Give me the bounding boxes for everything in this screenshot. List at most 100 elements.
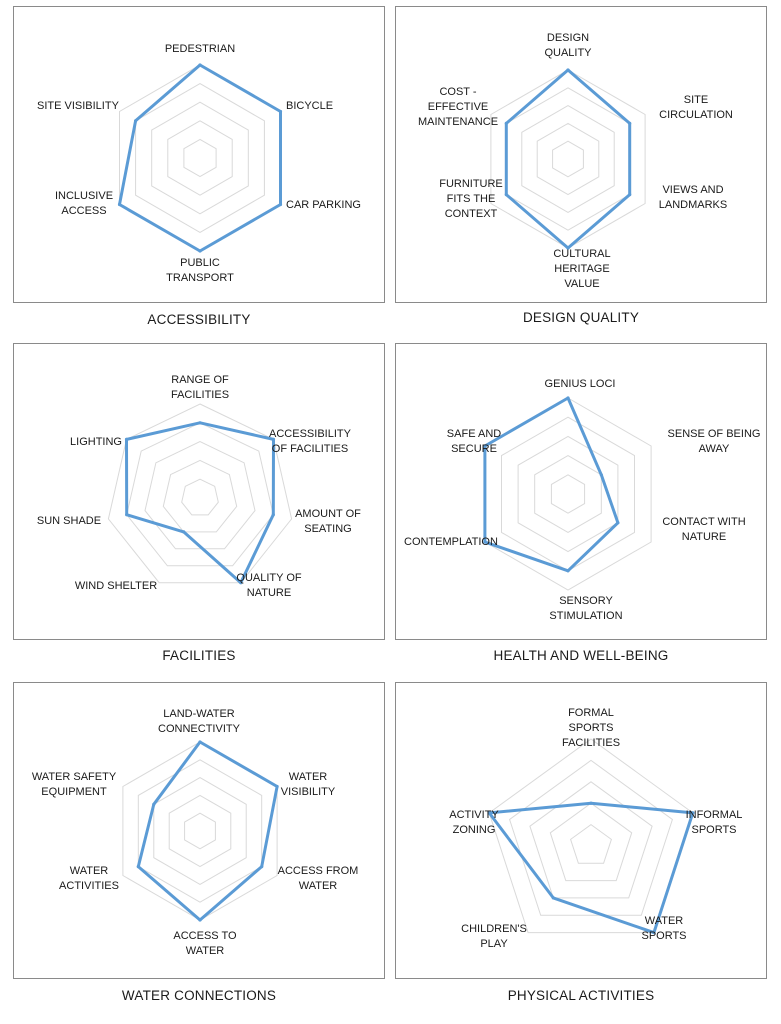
data-point [260, 865, 264, 869]
series-line [125, 421, 275, 585]
chart-caption-water-connections: WATER CONNECTIONS [121, 988, 277, 1003]
grid-ring-2 [549, 802, 633, 882]
data-point [566, 246, 570, 250]
grid-ring-5 [490, 69, 646, 249]
grid-ring-3 [517, 435, 619, 553]
data-point [628, 193, 632, 197]
data-point [566, 569, 570, 573]
axis-label: PUBLIC TRANSPORT [166, 257, 234, 284]
axis-label: SENSORY STIMULATION [549, 595, 622, 622]
data-point [124, 437, 129, 441]
data-point [628, 121, 632, 125]
grid-ring-3 [529, 781, 653, 899]
data-point [616, 521, 620, 525]
data-point [125, 513, 129, 517]
chart-panel-accessibility: PEDESTRIAN BICYCLE CAR PARKING PUBLIC TRANSP… [13, 6, 385, 303]
series-line [118, 63, 282, 253]
axis-label: SUN SHADE [37, 515, 101, 527]
data-point [198, 918, 202, 922]
axis-label: INCLUSIVE ACCESS [55, 190, 113, 217]
data-point [198, 421, 202, 425]
radar-chart-accessibility: PEDESTRIAN BICYCLE CAR PARKING PUBLIC TRANSP… [37, 43, 361, 284]
chart-panel-design-quality: DESIGN QUALITY SITE CIRCULATION VIEWS AND LAN… [395, 6, 767, 303]
data-point [483, 540, 487, 544]
data-point [483, 444, 487, 448]
axis-label: RANGE OF FACILITIES [171, 374, 229, 401]
grid-ring-5 [107, 403, 293, 584]
grid-ring-3 [144, 441, 256, 550]
data-point [152, 802, 156, 806]
axis-label: COST -EFFECTIVE MAINTENANCE [418, 86, 498, 128]
radar-chart-physical-activities: FORMAL SPORTS FACILITIES INFORMAL SPORTS WATE… [449, 707, 743, 950]
series-line [487, 801, 695, 935]
chart-caption-facilities: FACILITIES [162, 648, 236, 663]
chart-caption-health: HEALTH AND WELL-BEING [493, 648, 669, 663]
axis-label: PEDESTRIAN [165, 43, 235, 55]
data-point [278, 202, 283, 207]
axis-label: ACTIVITY ZONING [449, 809, 499, 836]
axis-label: FORMAL SPORTS FACILITIES [562, 707, 620, 749]
chart-caption-physical-activities: PHYSICAL ACTIVITIES [507, 988, 655, 1003]
axis-label: DESIGN QUALITY [544, 32, 592, 59]
series-line [136, 740, 279, 922]
grid-ring-2 [534, 455, 602, 533]
axis-label: INFORMAL SPORTS [686, 809, 743, 836]
chart-panel-health: GENIUS LOCI SENSE OF BEING AWAY CONTACT WIT… [395, 343, 767, 640]
data-point [566, 396, 570, 400]
axis-label: WATER VISIBILITY [281, 771, 336, 798]
axis-label: WATER ACTIVITIES [59, 865, 119, 892]
grid-ring-1 [183, 138, 217, 178]
data-point [566, 68, 570, 72]
grid-ring-3 [153, 777, 247, 885]
axis-label: QUALITY OF NATURE [236, 572, 301, 599]
axis-label: WATER SPORTS [641, 915, 686, 942]
data-point [271, 437, 276, 441]
radar-chart-design-quality: DESIGN QUALITY SITE CIRCULATION VIEWS AND LAN… [418, 32, 733, 290]
axis-label: CONTEMPLATION [404, 536, 498, 548]
data-point [182, 530, 186, 534]
data-point [599, 473, 603, 477]
chart-panel-water-connections: LAND-WATER CONNECTIVITY WATER VISIBILITY ACC… [13, 682, 385, 979]
radar-chart-health: GENIUS LOCI SENSE OF BEING AWAY CONTACT WIT… [404, 378, 760, 622]
grid-ring-2 [167, 120, 233, 196]
axis-label: BICYCLE [286, 100, 333, 112]
grid-ring-4 [501, 416, 635, 572]
grid-ring-5 [484, 397, 652, 591]
grid-ring-2 [536, 122, 600, 196]
chart-caption-design-quality: DESIGN QUALITY [522, 310, 640, 325]
axis-label: SITE CIRCULATION [659, 94, 733, 121]
radar-chart-water-connections: LAND-WATER CONNECTIVITY WATER VISIBILITY ACC… [32, 708, 359, 957]
grid-ring-3 [151, 101, 249, 215]
data-point [136, 865, 140, 869]
data-point [198, 740, 202, 744]
grid-ring-5 [488, 738, 694, 934]
axis-label: CONTACT WITH NATURE [662, 516, 745, 543]
chart-caption-accessibility: ACCESSIBILITY [147, 312, 251, 327]
chart-panel-physical-activities: FORMAL SPORTS FACILITIES INFORMAL SPORTS WATE… [395, 682, 767, 979]
axis-label: CHILDREN'S PLAY [461, 923, 527, 950]
data-point [652, 931, 656, 935]
grid-ring-3 [521, 105, 615, 213]
radar-chart-facilities: RANGE OF FACILITIES ACCESSIBILITY OF FACILI… [37, 374, 361, 599]
series-line [504, 68, 632, 250]
data-point [275, 784, 279, 789]
grid-ring-1 [550, 474, 586, 514]
grid-ring-2 [168, 794, 232, 868]
data-point [278, 109, 283, 114]
axis-label: ACCESS FROM WATER [278, 865, 359, 892]
axis-label: CAR PARKING [286, 199, 361, 211]
data-point [134, 119, 138, 123]
grid-ring-4 [126, 422, 274, 567]
data-point [504, 193, 508, 197]
axis-label: SITE VISIBILITY [37, 100, 120, 112]
data-point [117, 202, 122, 207]
grid-ring-1 [570, 823, 612, 864]
axis-label: ACCESS TO WATER [173, 930, 237, 957]
axis-label: ACCESSIBILITY OF FACILITIES [269, 428, 352, 455]
axis-label: FURNITURE FITS THE CONTEXT [439, 178, 503, 220]
data-point [589, 801, 593, 805]
grid-ring-1 [181, 478, 219, 516]
data-point [504, 121, 508, 125]
grid-ring-5 [119, 64, 281, 252]
data-point [691, 811, 695, 815]
